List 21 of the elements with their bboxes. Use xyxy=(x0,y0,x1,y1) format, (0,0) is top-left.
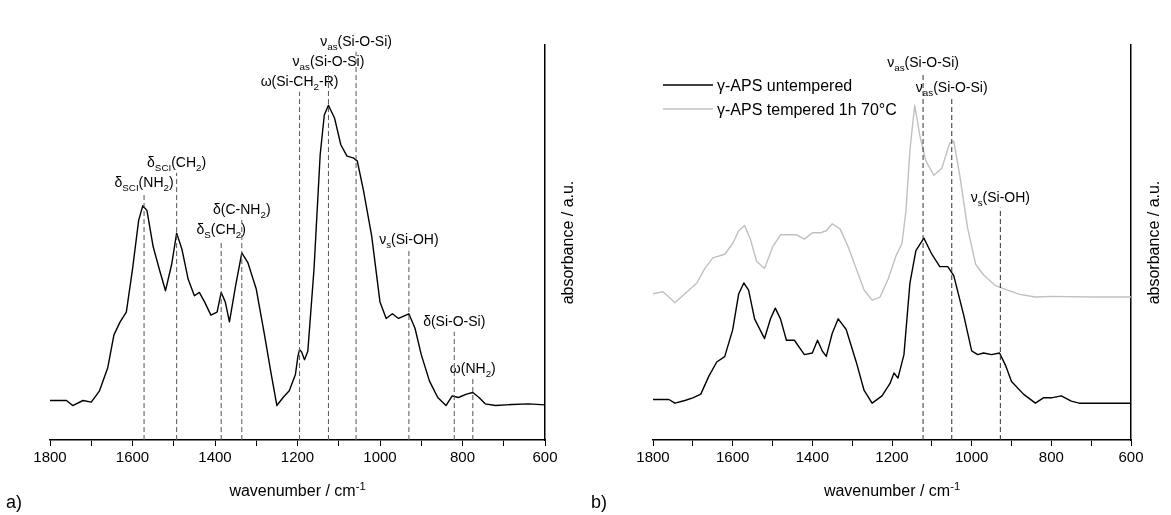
ref-line-label: δ(Si-O-Si) xyxy=(423,312,486,329)
x-tick-label: 1400 xyxy=(795,448,830,466)
x-tick-label: 1800 xyxy=(33,448,67,466)
x-tick-label: 1000 xyxy=(363,448,397,466)
x-tick-label: 600 xyxy=(1118,448,1144,466)
x-tick-label: 1600 xyxy=(115,448,150,466)
x-tick-label: 1600 xyxy=(715,448,750,466)
y-axis-title: absorbance / a.u. xyxy=(559,180,576,305)
x-tick-label: 600 xyxy=(532,448,558,466)
x-tick-label: 800 xyxy=(449,448,476,466)
x-tick-label: 1000 xyxy=(954,448,989,466)
x-tick-label: 1400 xyxy=(198,448,232,466)
legend-label: γ-APS untempered xyxy=(717,77,853,94)
y-axis-title: absorbance / a.u. xyxy=(1145,180,1162,305)
x-tick-label: 1200 xyxy=(280,448,315,466)
x-tick-label: 1800 xyxy=(636,448,670,466)
x-tick-label: 1200 xyxy=(875,448,909,466)
legend-label: γ-APS tempered 1h 70°C xyxy=(717,101,897,118)
text: b) xyxy=(591,492,608,512)
x-tick-label: 800 xyxy=(1038,448,1064,466)
text: a) xyxy=(6,492,23,512)
